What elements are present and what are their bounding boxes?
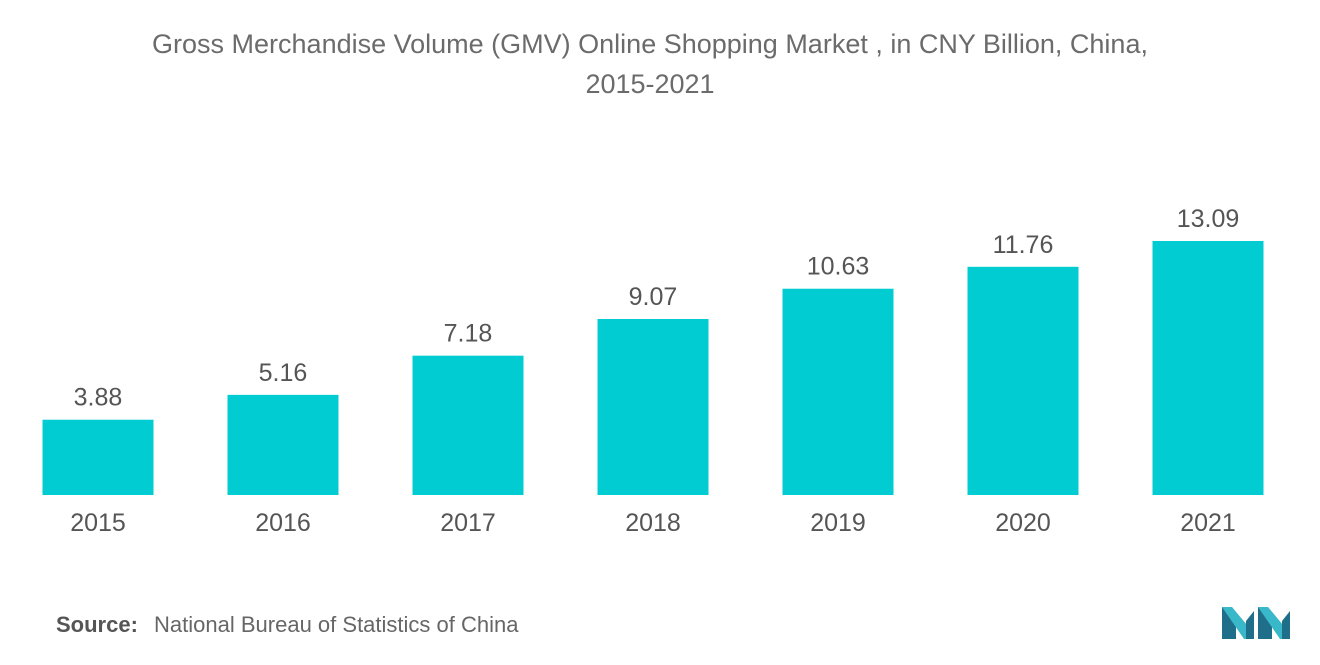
bar-2016 (227, 394, 339, 495)
x-tick-label-2016: 2016 (255, 509, 311, 537)
bar-2019 (782, 288, 894, 495)
x-tick-label-2018: 2018 (625, 509, 681, 537)
data-label-2021: 13.09 (1177, 205, 1240, 233)
mordor-intelligence-logo-icon (1222, 607, 1290, 639)
bar-2020 (967, 266, 1079, 495)
source-text: National Bureau of Statistics of China (154, 612, 519, 637)
data-label-2017: 7.18 (444, 320, 493, 348)
x-tick-label-2019: 2019 (810, 509, 866, 537)
source-note: Source: National Bureau of Statistics of… (56, 612, 518, 638)
bar-2017 (412, 355, 524, 495)
bar-2015 (42, 419, 154, 495)
chart-title-line-1: Gross Merchandise Volume (GMV) Online Sh… (152, 29, 1148, 59)
bar-2018 (597, 319, 709, 495)
data-label-2015: 3.88 (74, 384, 123, 412)
x-tick-label-2017: 2017 (440, 509, 496, 537)
x-tick-label-2021: 2021 (1180, 509, 1236, 537)
data-label-2016: 5.16 (259, 359, 308, 387)
bar-2021 (1152, 241, 1264, 495)
data-label-2020: 11.76 (993, 231, 1054, 259)
chart-title: Gross Merchandise Volume (GMV) Online Sh… (0, 24, 1300, 104)
bar-chart: 3.88 2015 5.16 2016 7.18 2017 9.07 2018 10.63 201… (42, 205, 1264, 537)
data-label-2019: 10.63 (807, 253, 870, 281)
chart-title-line-2: 2015-2021 (585, 69, 715, 99)
x-tick-label-2015: 2015 (70, 509, 126, 537)
source-label: Source: (56, 612, 138, 637)
data-label-2018: 9.07 (629, 283, 678, 311)
x-tick-label-2020: 2020 (995, 509, 1051, 537)
